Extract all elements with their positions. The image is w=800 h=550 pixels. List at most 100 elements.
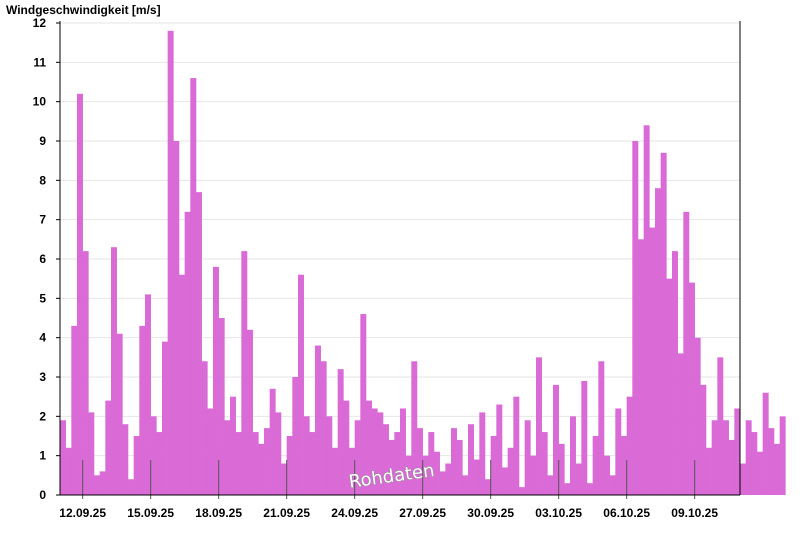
data-bar — [762, 392, 769, 495]
data-bar — [575, 463, 582, 495]
data-bar — [360, 314, 367, 495]
data-bar — [281, 463, 287, 495]
data-bar — [94, 475, 100, 495]
data-bar — [201, 361, 208, 495]
data-bar — [145, 294, 151, 495]
data-bar — [490, 436, 497, 495]
data-bar — [173, 141, 180, 495]
data-bar — [326, 416, 333, 495]
x-tick-label: 30.09.25 — [467, 506, 514, 520]
data-bar — [513, 396, 520, 495]
data-bar — [451, 428, 457, 495]
data-bar — [553, 384, 559, 495]
data-bar — [468, 424, 474, 495]
data-bar — [411, 361, 418, 495]
data-bar — [235, 432, 242, 495]
data-bar — [179, 274, 185, 495]
data-bar — [65, 447, 72, 495]
data-bar — [768, 428, 775, 495]
data-bar — [77, 93, 83, 496]
data-bar — [683, 211, 690, 496]
data-bar — [434, 451, 440, 495]
x-tick-label: 03.10.25 — [535, 506, 582, 520]
data-bar — [643, 125, 650, 496]
data-bar — [394, 432, 401, 495]
y-tick-label: 3 — [39, 370, 46, 384]
data-bar — [303, 416, 310, 495]
data-bar — [524, 420, 531, 495]
data-bar — [717, 357, 724, 495]
data-bar — [377, 412, 384, 495]
data-bar — [320, 361, 327, 495]
data-bar — [82, 251, 89, 495]
data-bar — [547, 475, 554, 495]
data-bar — [133, 436, 140, 495]
data-bar — [366, 400, 372, 495]
data-bar — [213, 266, 219, 495]
data-bar — [666, 278, 673, 495]
data-bar — [218, 318, 225, 495]
x-tick-label: 09.10.25 — [671, 506, 718, 520]
data-bar — [638, 239, 644, 495]
data-bar — [258, 443, 265, 495]
data-bar — [139, 325, 146, 495]
data-bar — [541, 432, 548, 495]
data-bar — [128, 479, 134, 495]
data-bar — [332, 447, 338, 495]
data-bar — [496, 404, 503, 495]
data-bar — [751, 432, 758, 495]
data-bar — [275, 412, 282, 495]
data-bar — [621, 436, 627, 495]
y-tick-label: 4 — [39, 331, 46, 345]
data-bar — [609, 475, 616, 495]
data-bar — [740, 463, 746, 495]
data-bar — [150, 416, 157, 495]
data-bar — [745, 420, 752, 495]
data-bar — [343, 400, 350, 495]
data-bar — [105, 400, 112, 495]
y-tick-label: 2 — [39, 409, 46, 423]
data-bar — [479, 412, 486, 495]
y-tick-label: 7 — [39, 213, 46, 227]
x-tick-label: 21.09.25 — [263, 506, 310, 520]
data-bar — [655, 188, 661, 495]
data-bar — [99, 471, 106, 495]
x-tick-label: 12.09.25 — [59, 506, 106, 520]
data-bar — [779, 416, 786, 495]
bars — [60, 30, 786, 496]
data-bar — [536, 357, 542, 495]
data-bar — [264, 428, 270, 495]
data-bar — [570, 416, 576, 495]
x-tick-label: 27.09.25 — [399, 506, 446, 520]
data-bar — [349, 447, 355, 495]
x-tick-label: 06.10.25 — [603, 506, 650, 520]
data-bar — [286, 436, 293, 495]
data-bar — [400, 408, 406, 495]
data-bar — [269, 388, 276, 495]
data-bar — [445, 463, 452, 495]
data-bar — [615, 408, 622, 495]
data-bar — [252, 432, 259, 495]
data-bar — [598, 361, 605, 495]
data-bar — [711, 420, 718, 495]
data-bar — [660, 152, 667, 496]
y-tick-label: 9 — [39, 134, 46, 148]
data-bar — [156, 432, 163, 495]
data-bar — [587, 483, 593, 495]
data-bar — [558, 443, 565, 495]
x-tick-label: 18.09.25 — [195, 506, 242, 520]
y-tick-label: 1 — [39, 449, 46, 463]
data-bar — [122, 424, 129, 495]
data-bar — [371, 408, 378, 495]
data-bar — [230, 396, 236, 495]
data-bar — [241, 251, 248, 495]
data-bar — [354, 420, 361, 495]
data-bar — [405, 455, 412, 495]
data-bar — [383, 424, 389, 495]
data-bar — [428, 432, 435, 495]
data-bar — [507, 447, 514, 495]
axes — [56, 21, 741, 499]
data-bar — [677, 353, 684, 495]
data-bar — [190, 78, 197, 496]
